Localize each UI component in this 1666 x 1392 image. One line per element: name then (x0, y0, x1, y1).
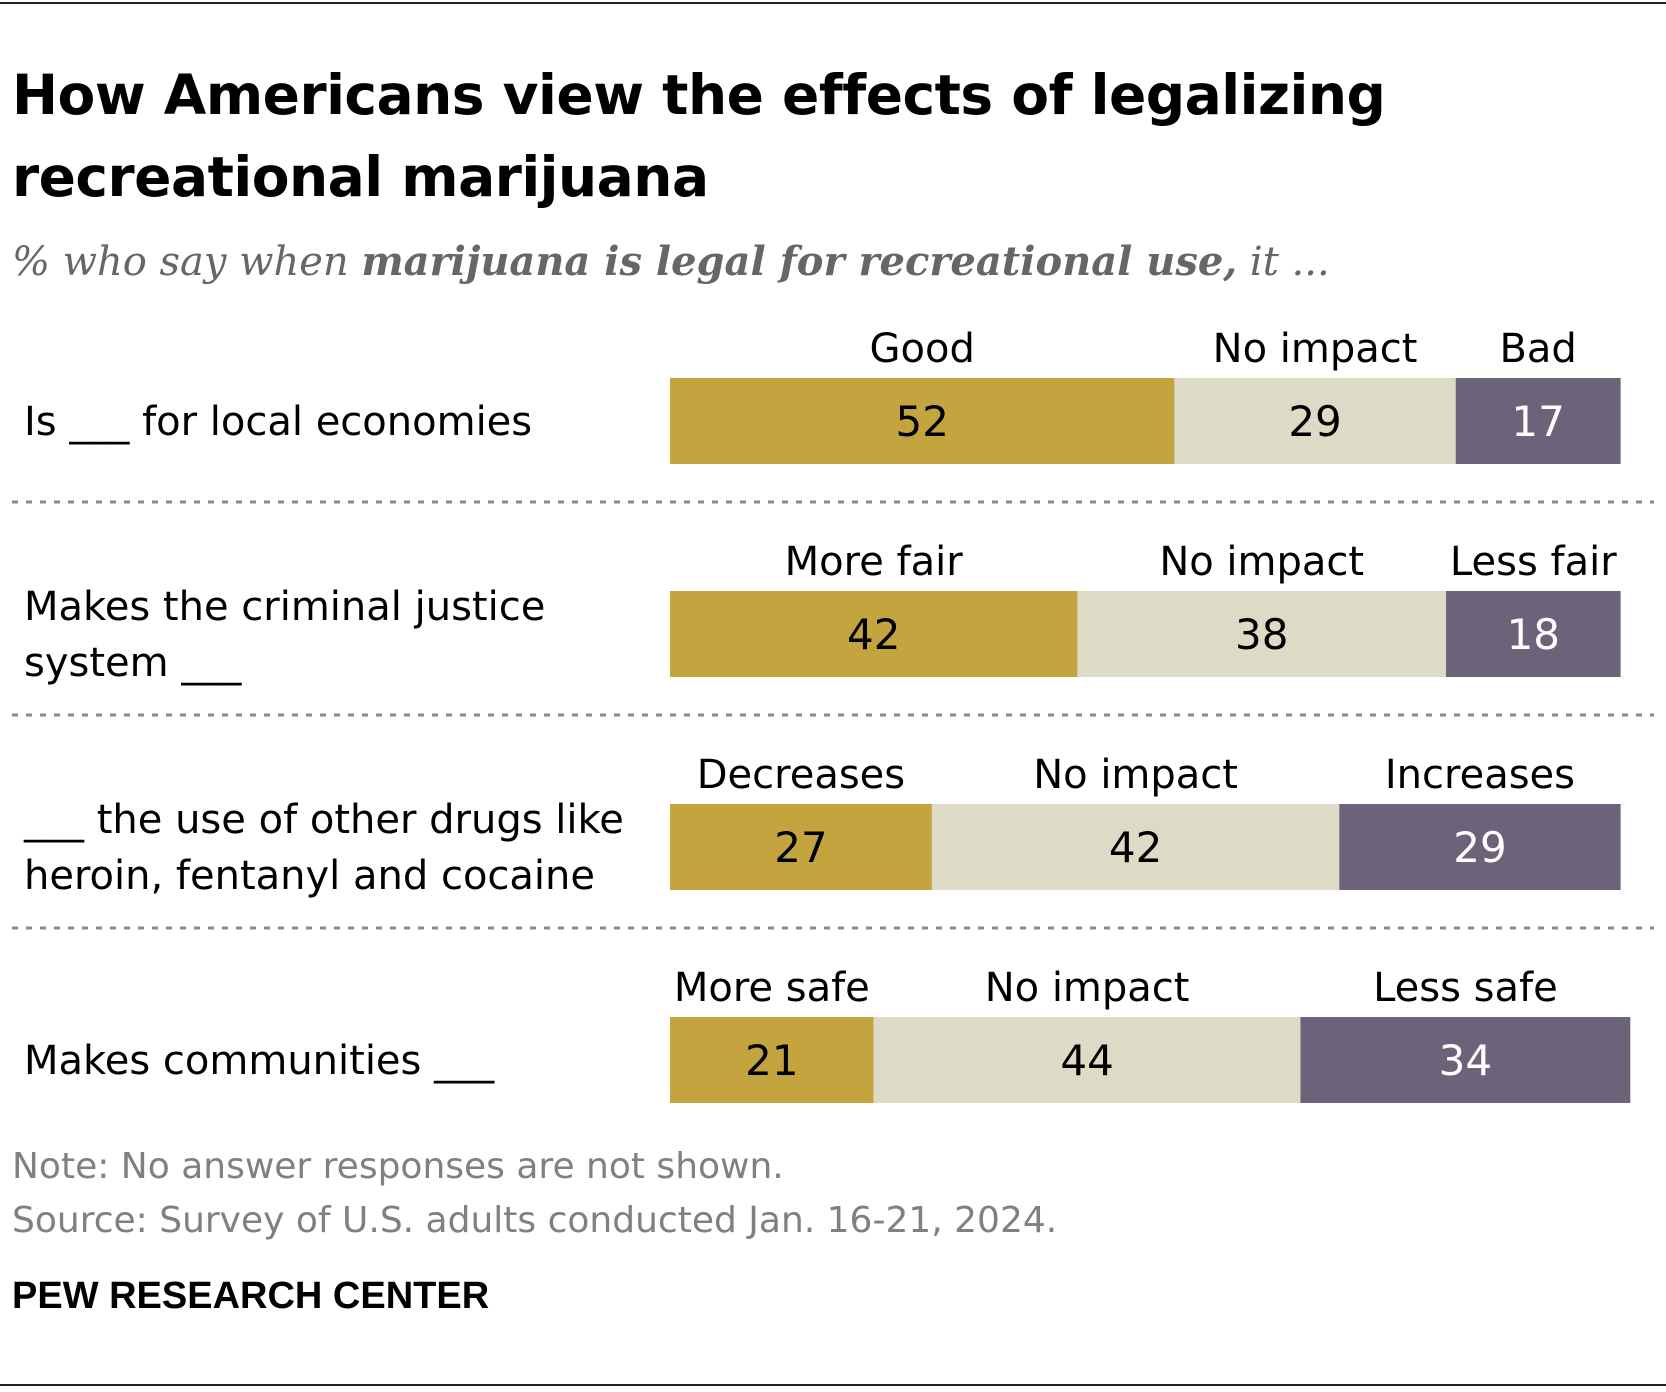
subtitle-prefix: % who say when (12, 239, 362, 285)
data-label: 34 (1439, 1036, 1492, 1085)
row-label-line: ___ the use of other drugs like (23, 797, 624, 843)
data-label: 52 (895, 397, 948, 446)
bottom-rule (0, 1384, 1666, 1386)
bar-segment (670, 378, 1175, 464)
chart-title: How Americans view the effects of legali… (12, 63, 1386, 209)
row-label: ___ the use of other drugs like heroin, f… (23, 797, 624, 899)
subtitle-emphasis: marijuana is legal for recreational use, (361, 238, 1238, 285)
segment-category-label: Less fair (1450, 539, 1617, 585)
bar-segment (1339, 804, 1621, 890)
segment-category-label: No impact (1213, 326, 1418, 372)
segment-category-label: Bad (1499, 326, 1576, 372)
chart-source: Source: Survey of U.S. adults conducted … (12, 1200, 1058, 1241)
bar-segment (931, 804, 1340, 890)
data-label: 44 (1060, 1036, 1113, 1085)
row-label: Makes communities ___ (24, 1038, 495, 1084)
row-label: Makes the criminal justice system ___ (24, 584, 545, 686)
stacked-bar-chart: Is ___ for local economies 52 Good 29 No imp… (12, 326, 1654, 1103)
data-label: 29 (1453, 823, 1506, 872)
brand-logo-text: PEW RESEARCH CENTER (12, 1275, 490, 1317)
segment-category-label: Good (870, 326, 975, 372)
segment-category-label: Increases (1385, 752, 1575, 798)
data-label: 27 (774, 823, 827, 872)
bar-segment (1077, 591, 1446, 677)
subtitle-suffix: it ... (1237, 239, 1330, 285)
data-label: 38 (1235, 610, 1288, 659)
chart-subtitle: % who say when marijuana is legal for re… (12, 234, 1330, 290)
bar-segment (670, 1017, 874, 1103)
row-label-line: system ___ (24, 640, 242, 686)
row-label-line: heroin, fentanyl and cocaine (24, 853, 595, 899)
data-label: 29 (1288, 397, 1341, 446)
bar-segment (1300, 1017, 1631, 1103)
data-label: 21 (745, 1036, 798, 1085)
bar-segment (873, 1017, 1301, 1103)
top-rule (0, 2, 1666, 4)
chart-note: Note: No answer responses are not shown. (12, 1146, 784, 1187)
segment-category-label: No impact (1033, 752, 1238, 798)
row-label-line: Makes communities ___ (24, 1038, 495, 1084)
bar-segment (1455, 378, 1621, 464)
segment-category-label: No impact (985, 965, 1190, 1011)
data-label: 42 (1109, 823, 1162, 872)
row-label: Is ___ for local economies (24, 399, 532, 445)
bar-segment (1174, 378, 1456, 464)
segment-category-label: More safe (674, 965, 870, 1011)
segment-category-label: No impact (1159, 539, 1364, 585)
segment-category-label: Decreases (697, 752, 905, 798)
data-label: 17 (1511, 397, 1564, 446)
row-label-line: Makes the criminal justice (24, 584, 545, 630)
segment-category-label: More fair (785, 539, 964, 585)
bar-segment (670, 804, 932, 890)
segment-category-label: Less safe (1373, 965, 1558, 1011)
data-label: 42 (847, 610, 900, 659)
bar-segment (1446, 591, 1621, 677)
row-label-line: Is ___ for local economies (24, 399, 532, 445)
bar-segment (670, 591, 1078, 677)
data-label: 18 (1507, 610, 1560, 659)
